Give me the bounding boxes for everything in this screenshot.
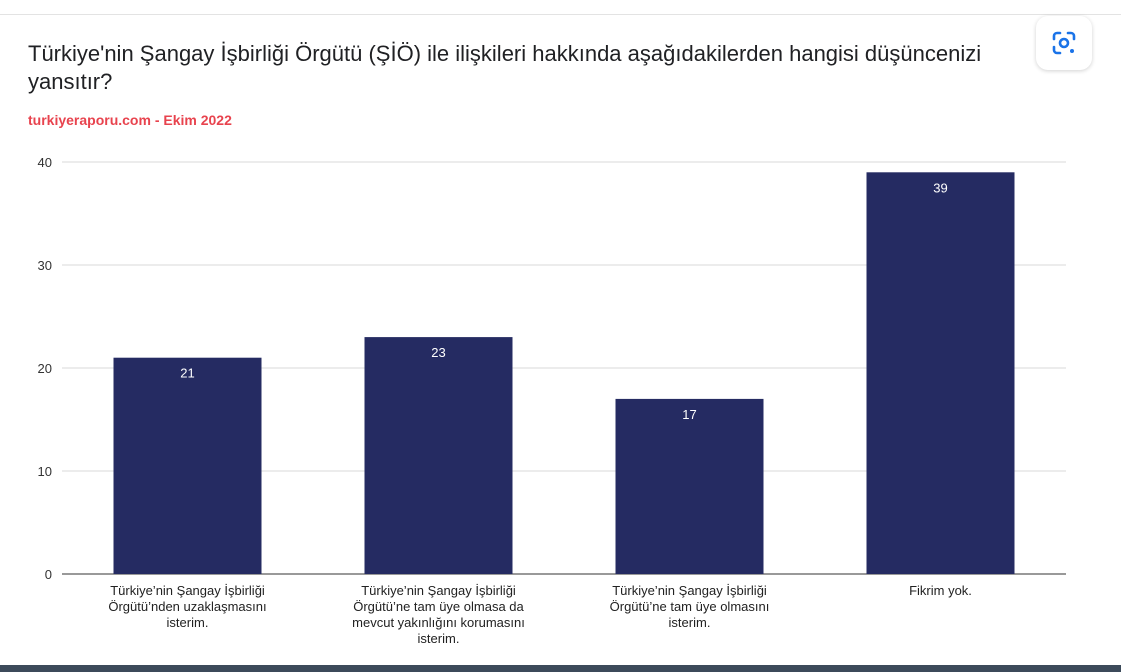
y-tick-label: 10 (38, 464, 52, 479)
data-label: 21 (180, 366, 194, 381)
bar[interactable] (615, 398, 764, 574)
bar[interactable] (113, 357, 262, 574)
x-tick-label: Türkiye’nin Şangay İşbirliği Örgütü’ne ta… (610, 583, 770, 630)
x-tick-label: Türkiye’nin Şangay İşbirliği Örgütü’nden … (108, 583, 266, 630)
bar[interactable] (866, 172, 1015, 575)
google-lens-icon (1052, 31, 1076, 55)
y-tick-label: 0 (45, 567, 52, 582)
y-tick-label: 30 (38, 258, 52, 273)
bar[interactable] (364, 337, 513, 574)
x-tick-label: Fikrim yok. (909, 583, 972, 598)
x-tick-label: Türkiye’nin Şangay İşbirliği Örgütü’ne ta… (352, 583, 525, 646)
chart-subtitle: turkiyeraporu.com - Ekim 2022 (28, 112, 232, 128)
lens-button[interactable] (1036, 16, 1092, 70)
y-tick-label: 40 (38, 155, 52, 170)
data-label: 17 (682, 407, 696, 422)
y-tick-label: 20 (38, 361, 52, 376)
data-label: 39 (933, 180, 947, 195)
data-label: 23 (431, 345, 445, 360)
chart-title: Türkiye'nin Şangay İşbirliği Örgütü (ŞİÖ… (28, 41, 982, 94)
bottom-bar (0, 665, 1121, 672)
top-divider (0, 14, 1121, 15)
